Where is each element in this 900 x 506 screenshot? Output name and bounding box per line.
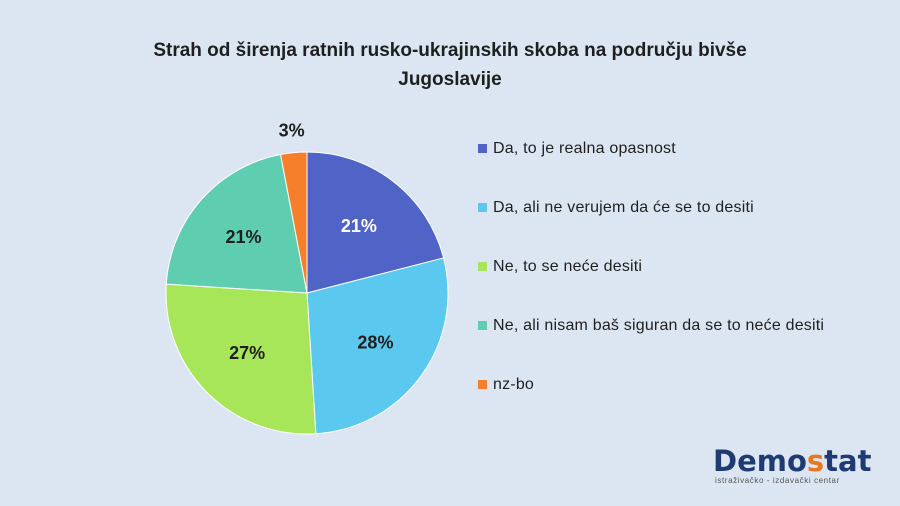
slice-value-label-4: 3%	[279, 121, 305, 141]
legend-swatch	[478, 262, 487, 271]
logo-wordmark: Demostat	[713, 444, 872, 478]
legend-item-3: Ne, ali nisam baš siguran da se to neće …	[478, 315, 838, 337]
demostat-logo: Demostat istraživačko - izdavački centar	[713, 444, 872, 485]
legend-swatch	[478, 203, 487, 212]
legend-label: Da, to je realna opasnost	[493, 140, 676, 157]
pie-slice-3	[165, 153, 308, 294]
slice-value-label-3: 21%	[226, 227, 262, 247]
slice-value-label-1: 28%	[357, 333, 393, 353]
legend-item-4: nz-bo	[478, 374, 838, 396]
slice-value-label-2: 27%	[229, 343, 265, 363]
legend-item-2: Ne, to se neće desiti	[478, 256, 838, 278]
pie-slice-1	[306, 257, 449, 435]
slice-value-label-0: 21%	[341, 216, 377, 236]
logo-tagline: istraživačko - izdavački centar	[715, 476, 840, 485]
legend-label: Ne, ali nisam baš siguran da se to neće …	[493, 317, 825, 334]
legend-label: Da, ali ne verujem da će se to desiti	[493, 199, 754, 216]
legend-item-0: Da, to je realna opasnost	[478, 138, 838, 160]
legend-label: Ne, to se neće desiti	[493, 258, 643, 275]
legend-label: nz-bo	[493, 376, 535, 393]
pie-slice-0	[306, 151, 445, 294]
pie-slice-4	[279, 151, 308, 294]
legend-swatch	[478, 321, 487, 330]
legend-swatch	[478, 380, 487, 389]
legend-item-1: Da, ali ne verujem da će se to desiti	[478, 197, 838, 219]
chart-title: Strah od širenja ratnih rusko-ukrajinski…	[153, 40, 747, 90]
legend-swatch	[478, 144, 487, 153]
pie-slice-2	[165, 283, 317, 435]
